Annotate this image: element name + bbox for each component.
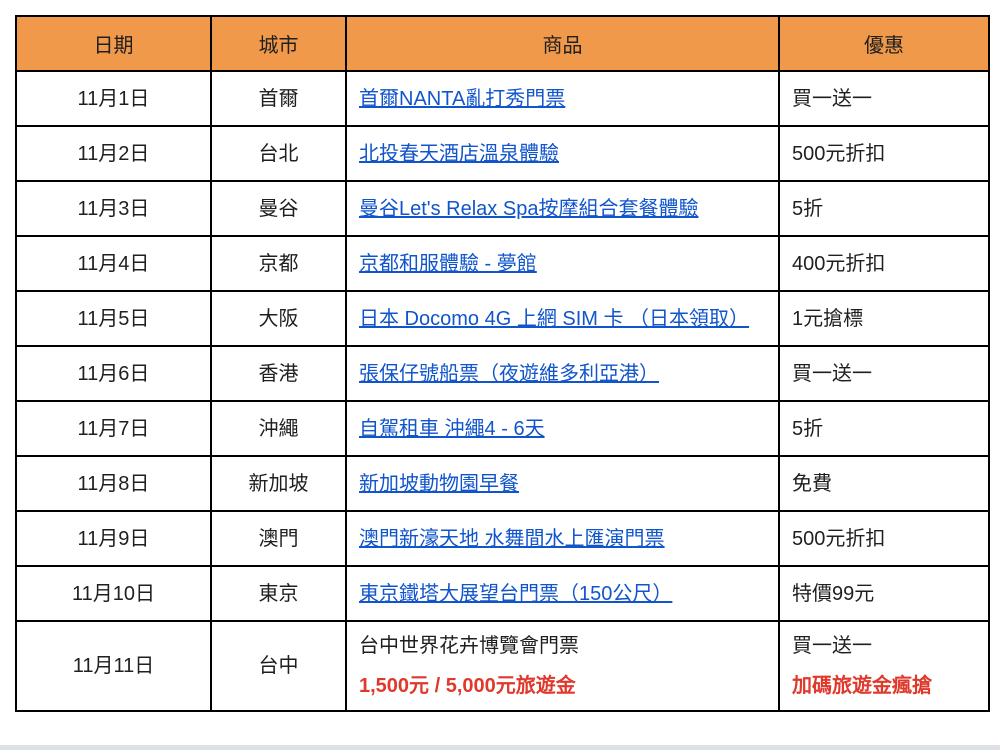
column-header-product: 商品 bbox=[345, 15, 780, 72]
table-row: 11月3日 曼谷 曼谷Let's Relax Spa按摩組合套餐體驗 5折 bbox=[15, 180, 990, 237]
table-row: 11月4日 京都 京都和服體驗 - 夢館 400元折扣 bbox=[15, 235, 990, 292]
product-link[interactable]: 新加坡動物園早餐 bbox=[359, 472, 519, 495]
date-cell: 11月6日 bbox=[15, 345, 212, 402]
offer-text: 5折 bbox=[792, 417, 824, 440]
product-link[interactable]: 北投春天酒店溫泉體驗 bbox=[359, 142, 559, 165]
table-row: 11月5日 大阪 日本 Docomo 4G 上網 SIM 卡 （日本領取） 1元… bbox=[15, 290, 990, 347]
product-link[interactable]: 自駕租車 沖繩4 - 6天 bbox=[359, 417, 545, 440]
product-cell: 新加坡動物園早餐 bbox=[345, 455, 780, 512]
table-row: 11月2日 台北 北投春天酒店溫泉體驗 500元折扣 bbox=[15, 125, 990, 182]
offer-text: 5折 bbox=[792, 197, 824, 220]
table-row: 11月6日 香港 張保仔號船票（夜遊維多利亞港） 買一送一 bbox=[15, 345, 990, 402]
city-cell: 曼谷 bbox=[210, 180, 347, 237]
product-cell: 首爾NANTA亂打秀門票 bbox=[345, 70, 780, 127]
city-cell: 東京 bbox=[210, 565, 347, 622]
product-link[interactable]: 曼谷Let's Relax Spa按摩組合套餐體驗 bbox=[359, 197, 699, 220]
product-cell: 曼谷Let's Relax Spa按摩組合套餐體驗 bbox=[345, 180, 780, 237]
product-link[interactable]: 首爾NANTA亂打秀門票 bbox=[359, 87, 566, 110]
product-link[interactable]: 東京鐵塔大展望台門票（150公尺） bbox=[359, 582, 673, 605]
offer-cell: 1元搶標 bbox=[778, 290, 990, 347]
date-cell: 11月8日 bbox=[15, 455, 212, 512]
date-cell: 11月3日 bbox=[15, 180, 212, 237]
product-cell: 東京鐵塔大展望台門票（150公尺） bbox=[345, 565, 780, 622]
product-cell: 自駕租車 沖繩4 - 6天 bbox=[345, 400, 780, 457]
date-cell: 11月2日 bbox=[15, 125, 212, 182]
date-cell: 11月4日 bbox=[15, 235, 212, 292]
city-cell: 沖繩 bbox=[210, 400, 347, 457]
offer-text: 1元搶標 bbox=[792, 307, 864, 330]
offer-cell: 500元折扣 bbox=[778, 510, 990, 567]
offer-cell: 5折 bbox=[778, 180, 990, 237]
date-cell: 11月1日 bbox=[15, 70, 212, 127]
offer-cell: 免費 bbox=[778, 455, 990, 512]
product-cell: 日本 Docomo 4G 上網 SIM 卡 （日本領取） bbox=[345, 290, 780, 347]
table-row: 11月8日 新加坡 新加坡動物園早餐 免費 bbox=[15, 455, 990, 512]
product-cell: 張保仔號船票（夜遊維多利亞港） bbox=[345, 345, 780, 402]
offer-text: 買一送一 bbox=[792, 87, 872, 110]
product-cell: 澳門新濠天地 水舞間水上匯演門票 bbox=[345, 510, 780, 567]
city-cell: 台北 bbox=[210, 125, 347, 182]
city-cell: 香港 bbox=[210, 345, 347, 402]
product-cell: 台中世界花卉博覽會門票 1,500元 / 5,000元旅遊金 bbox=[345, 620, 780, 712]
column-header-offer: 優惠 bbox=[778, 15, 990, 72]
city-cell: 澳門 bbox=[210, 510, 347, 567]
offer-text: 買一送一 bbox=[792, 362, 872, 385]
product-link[interactable]: 澳門新濠天地 水舞間水上匯演門票 bbox=[359, 527, 665, 550]
table-header-row: 日期 城市 商品 優惠 bbox=[15, 15, 990, 72]
table-row: 11月7日 沖繩 自駕租車 沖繩4 - 6天 5折 bbox=[15, 400, 990, 457]
offer-cell: 買一送一 bbox=[778, 70, 990, 127]
date-cell: 11月7日 bbox=[15, 400, 212, 457]
offer-highlight-note: 加碼旅遊金瘋搶 bbox=[792, 675, 932, 697]
offer-text: 500元折扣 bbox=[792, 142, 886, 165]
offer-text: 500元折扣 bbox=[792, 527, 886, 550]
product-cell: 京都和服體驗 - 夢館 bbox=[345, 235, 780, 292]
table-row: 11月11日 台中 台中世界花卉博覽會門票 1,500元 / 5,000元旅遊金… bbox=[15, 620, 990, 712]
date-cell: 11月11日 bbox=[15, 620, 212, 712]
city-cell: 大阪 bbox=[210, 290, 347, 347]
offer-text: 特價99元 bbox=[792, 582, 875, 605]
offer-text: 400元折扣 bbox=[792, 252, 886, 275]
city-cell: 京都 bbox=[210, 235, 347, 292]
date-cell: 11月5日 bbox=[15, 290, 212, 347]
offer-cell: 5折 bbox=[778, 400, 990, 457]
offer-text: 買一送一 bbox=[792, 635, 872, 657]
product-link[interactable]: 京都和服體驗 - 夢館 bbox=[359, 252, 537, 275]
table-row: 11月10日 東京 東京鐵塔大展望台門票（150公尺） 特價99元 bbox=[15, 565, 990, 622]
offer-cell: 買一送一 加碼旅遊金瘋搶 bbox=[778, 620, 990, 712]
table-row: 11月1日 首爾 首爾NANTA亂打秀門票 買一送一 bbox=[15, 70, 990, 127]
deals-table: 日期 城市 商品 優惠 11月1日 首爾 首爾NANTA亂打秀門票 買一送一 1… bbox=[15, 15, 990, 712]
offer-cell: 特價99元 bbox=[778, 565, 990, 622]
product-text: 台中世界花卉博覽會門票 bbox=[359, 635, 579, 657]
city-cell: 首爾 bbox=[210, 70, 347, 127]
offer-cell: 500元折扣 bbox=[778, 125, 990, 182]
product-link[interactable]: 日本 Docomo 4G 上網 SIM 卡 （日本領取） bbox=[359, 307, 750, 330]
product-price-note: 1,500元 / 5,000元旅遊金 bbox=[359, 675, 576, 697]
offer-cell: 400元折扣 bbox=[778, 235, 990, 292]
city-cell: 新加坡 bbox=[210, 455, 347, 512]
date-cell: 11月10日 bbox=[15, 565, 212, 622]
offer-text: 免費 bbox=[792, 472, 832, 495]
table-row: 11月9日 澳門 澳門新濠天地 水舞間水上匯演門票 500元折扣 bbox=[15, 510, 990, 567]
product-cell: 北投春天酒店溫泉體驗 bbox=[345, 125, 780, 182]
city-cell: 台中 bbox=[210, 620, 347, 712]
column-header-city: 城市 bbox=[210, 15, 347, 72]
product-link[interactable]: 張保仔號船票（夜遊維多利亞港） bbox=[359, 362, 659, 385]
page-bottom-edge bbox=[0, 745, 1000, 750]
column-header-date: 日期 bbox=[15, 15, 212, 72]
offer-cell: 買一送一 bbox=[778, 345, 990, 402]
date-cell: 11月9日 bbox=[15, 510, 212, 567]
